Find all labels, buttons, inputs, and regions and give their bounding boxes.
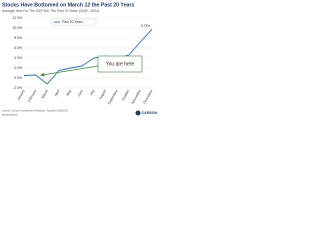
y-tick-label: -2.0% [13, 86, 22, 90]
chart-subtitle: Average Year For The S&P 500 The Past 20… [2, 9, 99, 13]
x-tick-label: August [98, 89, 107, 100]
page: {"chart_data": {"type": "line", "title":… [0, 0, 160, 120]
annotation-arrowhead [40, 72, 45, 77]
logo-mark [135, 110, 141, 116]
x-tick-label: December [142, 88, 154, 104]
x-tick-label: July [89, 89, 96, 96]
y-tick-label: 12.0% [12, 16, 22, 20]
chart: Stocks Have Bottomed on March 12 the Pas… [0, 0, 160, 120]
handle: @ryandetrick [2, 113, 18, 117]
logo: CARSON [142, 111, 158, 115]
y-tick-label: 10.0% [12, 26, 22, 30]
y-tick-label: 6.0% [14, 46, 22, 50]
x-tick-label: November [131, 88, 143, 104]
x-tick-label: October [121, 88, 131, 101]
y-tick-label: 8.0% [14, 36, 22, 40]
value-label: 9.73% [141, 24, 150, 28]
x-tick-label: February [27, 89, 37, 103]
x-tick-label: April [54, 89, 61, 97]
annotation-text: You are here [106, 62, 135, 68]
legend-label: Past 20 Years [62, 20, 83, 24]
x-tick-label: May [66, 89, 73, 97]
annotation-box [97, 55, 143, 73]
x-tick-label: January [16, 89, 26, 102]
y-tick-label: 2.0% [14, 66, 22, 70]
x-tick-label: June [77, 89, 84, 97]
chart-title: Stocks Have Bottomed on March 12 the Pas… [2, 2, 134, 8]
y-tick-label: 0.0% [14, 76, 22, 80]
legend-box [51, 18, 97, 26]
y-tick-label: 4.0% [14, 56, 22, 60]
data-line [23, 29, 153, 85]
source: Source: Carson Investment Research, Fact… [2, 109, 68, 113]
x-tick-label: March [41, 89, 49, 99]
annotation-arrow [41, 65, 99, 76]
